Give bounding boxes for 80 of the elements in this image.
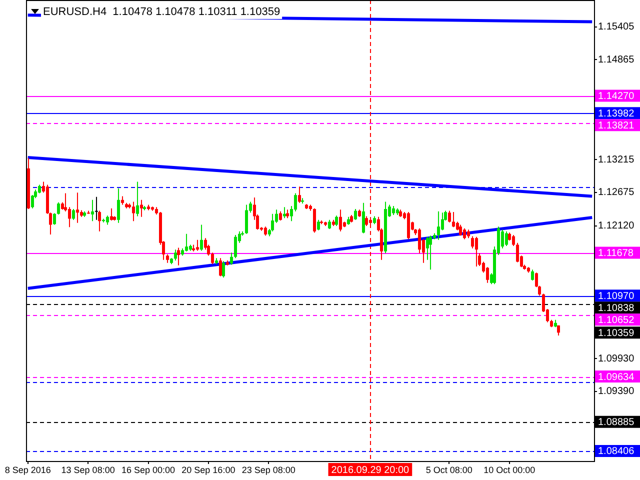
candlestick [313, 208, 316, 234]
candlestick [512, 234, 515, 246]
x-tick-label: 23 Sep 08:00 [242, 464, 296, 475]
candlestick [110, 208, 113, 222]
y-tick-label: 1.09390 [598, 386, 635, 398]
candlestick [471, 236, 474, 249]
x-tick-label: 13 Sep 08:00 [61, 464, 115, 475]
candlestick [437, 210, 440, 240]
candlestick [317, 219, 320, 231]
ref-line-label: 1.10838 [598, 302, 635, 314]
candlestick [486, 266, 489, 284]
candlestick [219, 258, 222, 277]
candlestick [174, 249, 177, 261]
candlestick [279, 210, 282, 222]
candlestick [196, 239, 199, 252]
candlestick [234, 234, 237, 259]
y-tick-label: 1.09930 [598, 353, 635, 364]
candlestick [98, 210, 101, 232]
candlestick [200, 224, 203, 252]
candlestick [354, 208, 357, 220]
candlestick [448, 210, 451, 223]
candlestick [441, 212, 444, 231]
candlestick [177, 247, 180, 266]
x-tick-label: 8 Sep 2016 [4, 464, 51, 475]
x-tick-label: 20 Sep 16:00 [182, 464, 236, 475]
ref-line-label: 1.10970 [598, 290, 635, 302]
candlestick [140, 199, 143, 218]
text: EURUSD.H4 1.10478 1.10478 1.10311 1.10359 [43, 6, 280, 18]
candlestick [501, 229, 504, 249]
candlestick [429, 235, 432, 270]
candlestick [475, 236, 478, 268]
x-tick-label: 10 Oct 00:00 [484, 464, 536, 475]
ref-line-label: 1.08885 [598, 417, 635, 428]
y-tick-label: 1.15405 [598, 22, 635, 33]
ref-line-label: 1.10652 [598, 314, 635, 326]
candlestick [95, 196, 98, 220]
candlestick [298, 186, 301, 204]
candlestick [57, 202, 60, 215]
candlestick [418, 228, 421, 254]
x-tick-label: 16 Sep 00:00 [121, 464, 176, 475]
candlestick [132, 201, 135, 222]
candlestick [328, 219, 331, 230]
y-tick-label: 1.14865 [598, 54, 635, 66]
ref-line-label: 1.13982 [598, 108, 635, 120]
x-tick-label: 2016.09.29 20:00 [331, 464, 410, 476]
ref-line-label: 1.13821 [598, 120, 635, 132]
candlestick [117, 188, 120, 224]
candlestick [459, 224, 462, 236]
candlestick [91, 199, 94, 222]
candlestick [463, 228, 466, 240]
y-tick-label: 1.13215 [598, 154, 635, 166]
ref-line-label: 1.08406 [598, 446, 635, 458]
y-tick-label: 1.12675 [598, 187, 635, 198]
candlestick [230, 252, 233, 266]
candlestick [185, 233, 188, 252]
ref-line-label: 1.09634 [598, 372, 635, 383]
candlestick [245, 204, 248, 234]
text: 1.10359 [598, 328, 635, 339]
ref-line-label: 1.14270 [598, 90, 635, 102]
candlestick [283, 206, 286, 219]
candlestick [365, 216, 368, 226]
candlestick [516, 242, 519, 263]
candlestick [264, 226, 267, 236]
candlestick [531, 269, 534, 281]
candlestick [339, 209, 342, 232]
candlestick [335, 215, 338, 226]
candlestick [72, 208, 75, 220]
y-tick-label: 1.12120 [598, 220, 635, 232]
candlestick [106, 215, 109, 226]
candlestick [76, 192, 79, 224]
candlestick [392, 205, 395, 216]
x-tick-label: 5 Oct 08:00 [426, 464, 472, 475]
candlestick [222, 260, 225, 278]
candlestick [68, 206, 71, 228]
candlestick [362, 202, 365, 234]
candlestick [452, 212, 455, 228]
candlestick [505, 230, 508, 246]
candlestick [136, 181, 139, 217]
ref-line-label: 1.11678 [598, 248, 634, 259]
candlestick [53, 212, 56, 226]
